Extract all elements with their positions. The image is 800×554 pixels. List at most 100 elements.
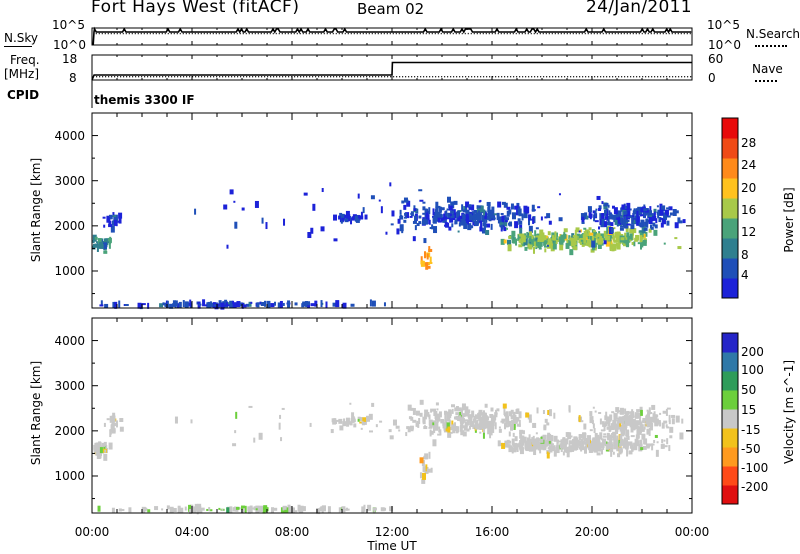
velocity-cell	[653, 439, 656, 443]
velocity-cell	[665, 424, 668, 428]
power-cell	[544, 216, 548, 219]
velocity-cell	[419, 412, 423, 417]
power-cell	[581, 234, 584, 242]
velocity-cell	[410, 429, 414, 432]
power-cell	[608, 210, 611, 216]
power-cell	[428, 207, 431, 215]
power-cell	[512, 239, 515, 242]
velocity-cell	[257, 506, 262, 512]
velocity-cell	[455, 406, 459, 411]
velocity-cell	[196, 508, 199, 515]
power-cell	[305, 302, 308, 308]
velocity-cell	[601, 441, 605, 448]
power-cell	[209, 301, 212, 307]
power-cell	[574, 246, 578, 251]
power-cell	[607, 235, 610, 241]
power-cell	[573, 245, 576, 250]
velocity-panel-frame	[91, 317, 693, 514]
power-cell	[458, 222, 461, 227]
velocity-cell	[206, 508, 209, 511]
velocity-cell	[639, 406, 643, 411]
velocity-cell	[482, 418, 487, 425]
power-cell	[182, 300, 185, 308]
power-cell	[605, 234, 608, 242]
power-cell	[624, 216, 627, 223]
velocity-cell	[510, 409, 514, 414]
power-cell	[682, 219, 686, 224]
velocity-cell	[321, 508, 324, 511]
velocity-cell	[663, 420, 668, 424]
velocity-cell	[553, 449, 557, 457]
power-cell	[611, 205, 615, 209]
velocity-cell	[609, 449, 612, 452]
power-cell	[643, 227, 648, 231]
velocity-cell	[610, 423, 615, 431]
velocity-cell	[218, 507, 221, 510]
power-ytick: 1000	[54, 264, 85, 278]
velocity-cell	[519, 443, 524, 451]
power-cell	[440, 217, 445, 221]
power-cell	[483, 212, 487, 220]
velocity-cell	[503, 408, 506, 416]
velocity-cell	[542, 410, 545, 415]
power-cbar-tick: 16	[741, 203, 757, 217]
velocity-cell	[361, 506, 365, 513]
velocity-cell	[266, 507, 269, 512]
velocity-cell	[448, 420, 451, 427]
power-cell	[416, 223, 420, 227]
nsearch-tick-bottom: 10^0	[708, 38, 741, 52]
power-cell	[555, 239, 560, 242]
power-cell	[623, 223, 627, 228]
velocity-cell	[668, 420, 671, 425]
power-cell	[307, 301, 311, 306]
power-cell	[583, 231, 588, 238]
velocity-cell	[505, 411, 509, 419]
power-cell	[649, 210, 653, 216]
velocity-cell	[388, 429, 392, 433]
velocity-cell	[498, 426, 501, 429]
velocity-cell	[562, 451, 565, 456]
power-cell	[586, 215, 589, 220]
velocity-cell	[258, 432, 263, 440]
power-cell	[294, 302, 298, 306]
nave-tick-top: 60	[708, 52, 724, 66]
power-cell	[478, 200, 481, 203]
power-cell	[443, 213, 448, 220]
power-cell	[457, 230, 460, 233]
power-cell	[362, 207, 365, 214]
power-cell	[204, 304, 208, 307]
velocity-cell	[113, 423, 118, 427]
power-cell	[99, 304, 104, 307]
velocity-cell	[422, 472, 427, 480]
power-cbar-swatch	[722, 158, 738, 179]
velocity-cell	[406, 426, 410, 430]
power-cell	[571, 233, 575, 241]
power-cell	[572, 235, 576, 238]
velocity-cell	[631, 447, 635, 451]
power-cell	[539, 229, 544, 237]
power-cell	[656, 205, 659, 208]
power-cbar-tick: 24	[741, 158, 757, 172]
power-cell	[108, 242, 111, 249]
power-cell	[603, 221, 607, 228]
power-cell	[279, 300, 283, 308]
power-cell	[598, 205, 602, 210]
power-cell	[648, 216, 653, 224]
velocity-cell	[544, 418, 548, 423]
velocity-cell	[558, 440, 562, 443]
velocity-cell	[535, 438, 540, 442]
power-cell	[507, 244, 512, 252]
velocity-cell	[663, 439, 666, 442]
velocity-cell	[284, 507, 289, 514]
power-cell	[614, 231, 618, 238]
velocity-cell	[547, 433, 552, 441]
nsky-label-underline	[4, 46, 32, 47]
velocity-cell	[517, 417, 520, 422]
power-cell	[465, 207, 468, 213]
power-cell	[511, 230, 516, 237]
power-cell	[447, 212, 451, 218]
velocity-cell	[444, 419, 448, 425]
power-cell	[615, 242, 620, 247]
velocity-cell	[111, 507, 115, 513]
power-cell	[643, 208, 648, 212]
